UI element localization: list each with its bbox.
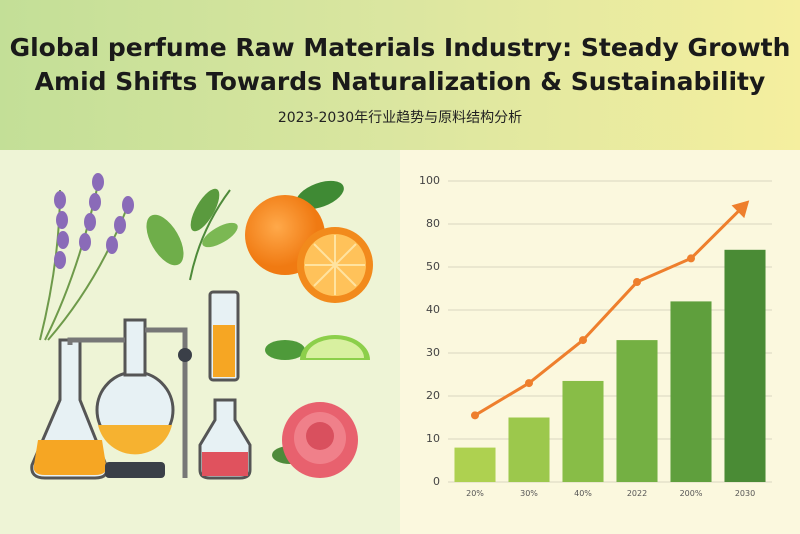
bar xyxy=(508,417,550,482)
trend-point xyxy=(471,411,479,420)
illustration xyxy=(30,173,373,480)
y-tick-label: 80 xyxy=(426,217,440,230)
y-tick-label: 100 xyxy=(419,174,440,187)
x-tick-label: 2030 xyxy=(735,489,755,498)
header-bg xyxy=(0,0,800,150)
trend-point xyxy=(687,254,695,263)
trend-point xyxy=(525,379,533,388)
x-tick-label: 200% xyxy=(680,489,703,498)
bar xyxy=(616,340,658,482)
bar xyxy=(454,447,496,482)
y-tick-label: 0 xyxy=(433,475,440,488)
trend-point xyxy=(633,278,641,287)
trend-arrowhead xyxy=(731,200,750,219)
x-tick-label: 2022 xyxy=(627,489,647,498)
x-tick-label: 40% xyxy=(574,489,592,498)
x-tick-label: 20% xyxy=(466,489,484,498)
title: Global perfume Raw Materials Industry: S… xyxy=(10,33,791,62)
y-tick-label: 30 xyxy=(426,346,440,359)
title-line2: Amid Shifts Towards Naturalization & Sus… xyxy=(35,67,766,96)
y-tick-label: 50 xyxy=(426,260,440,273)
y-tick-label: 20 xyxy=(426,389,440,402)
bar xyxy=(562,380,604,482)
x-tick-label: 30% xyxy=(520,489,538,498)
subtitle: 2023-2030年行业趋势与原料结构分析 xyxy=(278,110,522,126)
trend-line xyxy=(474,203,747,417)
bar xyxy=(670,301,712,482)
y-tick-label: 40 xyxy=(426,303,440,316)
bar xyxy=(724,249,766,482)
trend-point xyxy=(579,336,587,345)
y-tick-label: 10 xyxy=(426,432,440,445)
